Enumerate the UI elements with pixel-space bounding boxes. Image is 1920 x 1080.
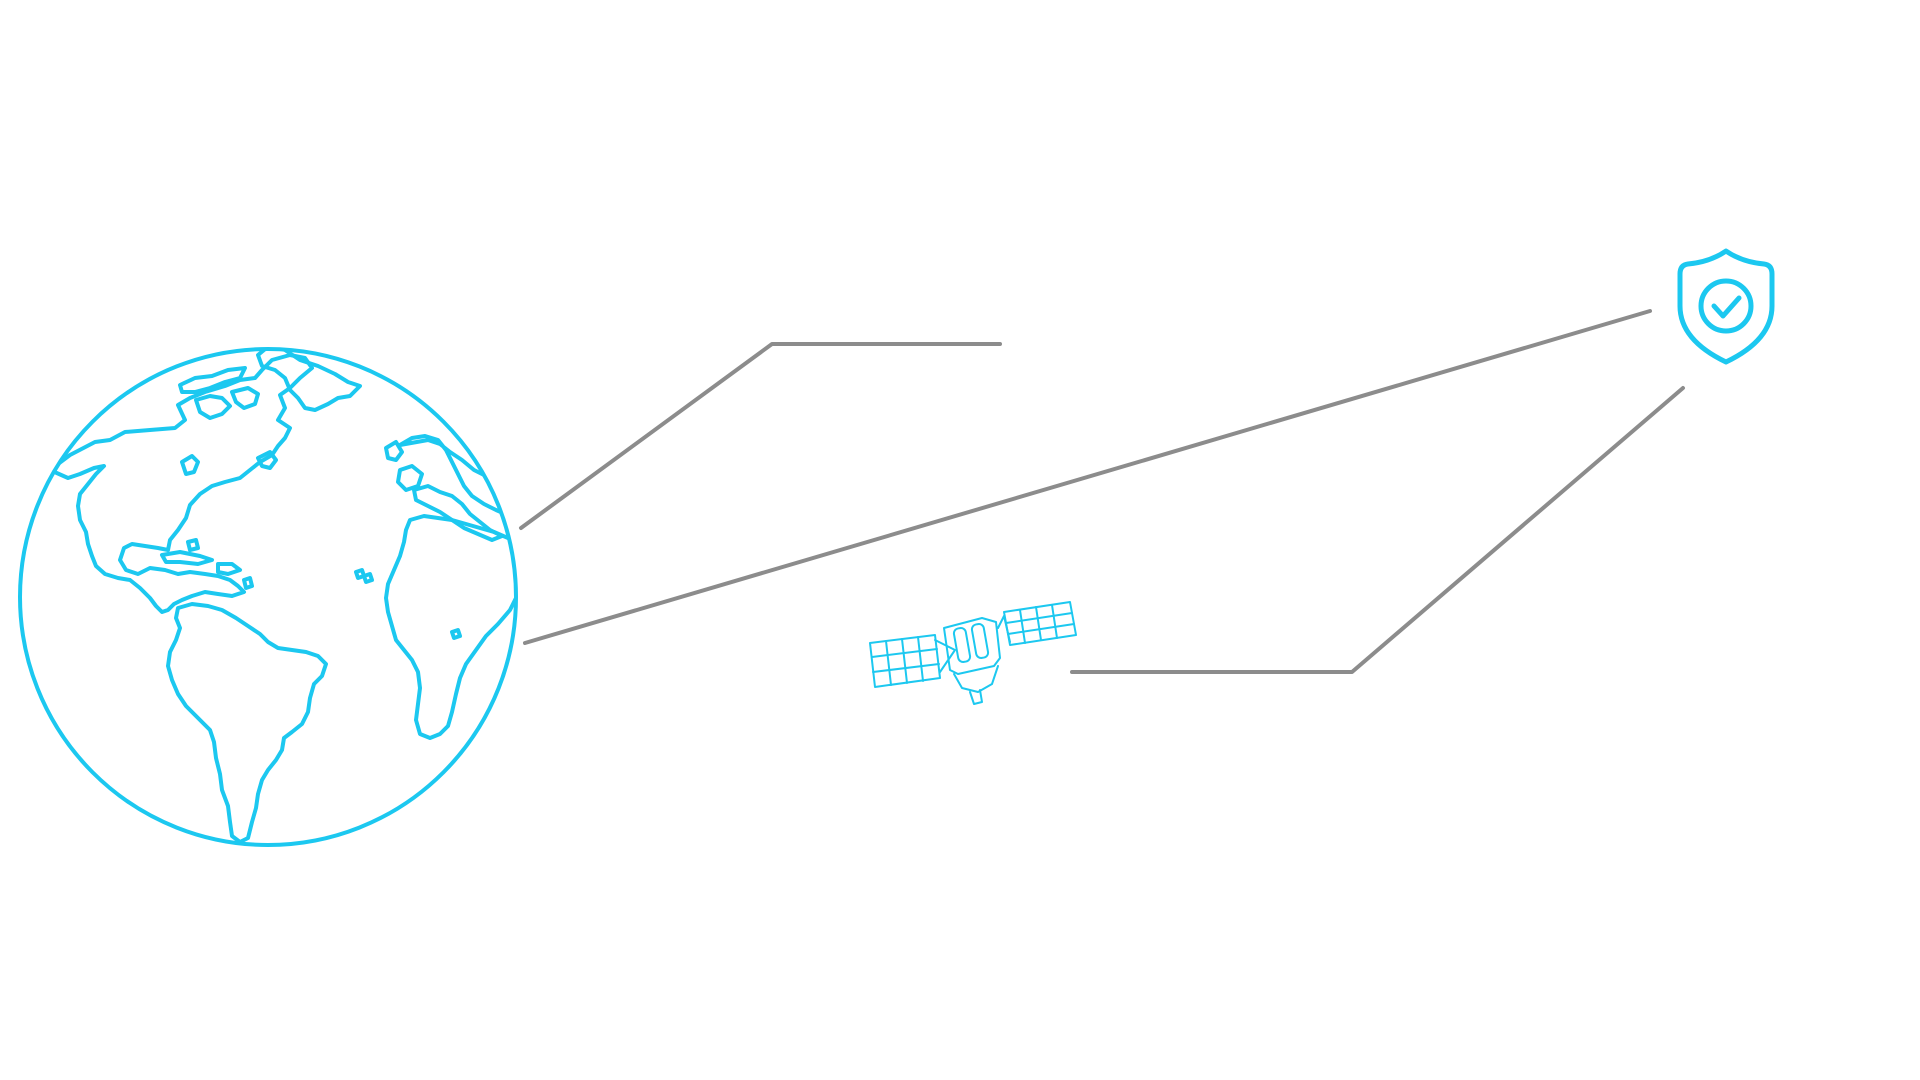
satellite-body (943, 617, 1001, 705)
connector-globe-to-open-end (519, 342, 1002, 530)
shield-outline (1677, 248, 1775, 365)
connectors (519, 309, 1685, 674)
globe-africa (384, 514, 516, 740)
globe-south-america (166, 602, 328, 844)
connector-satellite-to-shield (1070, 386, 1685, 674)
globe-arctic-islands (178, 366, 260, 420)
globe-icon (18, 347, 518, 847)
satellite-icon (869, 601, 1077, 705)
check-icon (1711, 295, 1742, 319)
globe-atlantic-islands (354, 568, 462, 640)
globe-lakes (180, 450, 278, 476)
globe-europe (384, 434, 516, 542)
globe-greenland (256, 349, 362, 412)
satellite-left-panel (869, 634, 956, 688)
shield-check-icon (1677, 248, 1775, 365)
globe-caribbean (160, 538, 254, 590)
satellite-right-panel (997, 601, 1077, 646)
shield-check-circle (1698, 278, 1754, 334)
connector-globe-to-shield (523, 309, 1652, 645)
globe-north-america (48, 353, 314, 614)
